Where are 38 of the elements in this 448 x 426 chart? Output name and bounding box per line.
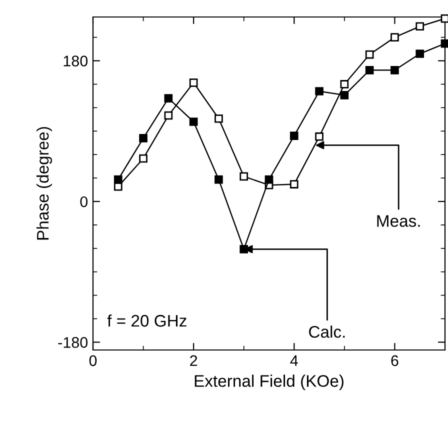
point	[189, 78, 198, 87]
y-tick-label: 180	[64, 56, 88, 66]
point	[240, 172, 248, 181]
point	[240, 244, 248, 254]
annotation: Calc.	[309, 326, 345, 338]
point	[340, 80, 349, 88]
x-axis-title: External Field (KOe)	[194, 374, 344, 390]
point	[139, 134, 148, 142]
point	[390, 66, 399, 74]
x-tick-label: 0	[89, 355, 97, 366]
point	[290, 132, 298, 140]
annotation: Meas.	[377, 215, 420, 227]
point	[416, 50, 424, 58]
point	[164, 111, 173, 120]
point	[189, 118, 198, 126]
x-tick-label: 6	[391, 355, 398, 366]
point	[214, 114, 223, 123]
point	[365, 50, 374, 59]
point	[214, 175, 223, 184]
point	[416, 22, 424, 31]
point	[440, 14, 448, 23]
point	[264, 175, 274, 184]
point	[315, 132, 324, 141]
point	[139, 154, 148, 163]
x-tick-label: 2	[190, 355, 198, 366]
point	[340, 91, 349, 100]
point	[164, 94, 173, 102]
annotation: f = 20 GHz	[107, 314, 186, 327]
point	[315, 87, 324, 96]
point	[390, 33, 399, 42]
y-axis-title: Phase (degree)	[36, 127, 52, 240]
point	[114, 175, 122, 184]
point	[290, 180, 298, 188]
y-tick-label: -180	[58, 337, 88, 348]
x-tick-label: 4	[290, 355, 298, 366]
point	[365, 66, 374, 74]
y-tick-label: 0	[80, 196, 88, 208]
point	[440, 39, 448, 48]
